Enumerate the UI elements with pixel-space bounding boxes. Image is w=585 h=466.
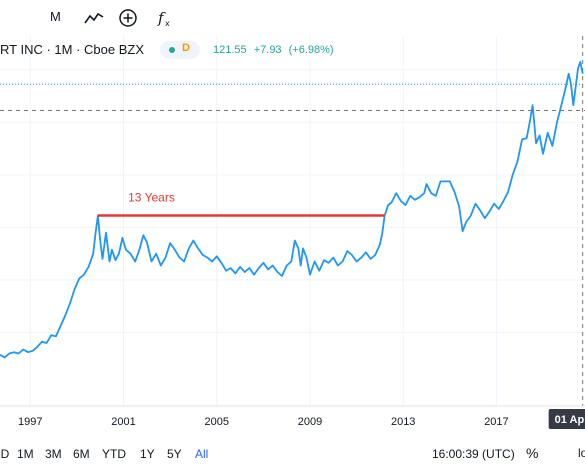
x-tick-label: 1997 (18, 416, 42, 428)
x-tick-label: 2009 (298, 416, 322, 428)
annotation-label: 13 Years (128, 191, 175, 205)
range-ytd-button[interactable]: YTD (102, 447, 126, 461)
crosshair-date-label: 01 Apr '20 (548, 409, 585, 429)
price-chart[interactable]: 13 Years 1997 2001 2005 2009 2013 2017 01 Apr… (0, 0, 585, 440)
x-tick-label: 2017 (484, 416, 508, 428)
range-all-button[interactable]: All (195, 447, 209, 461)
chart-grid (0, 36, 585, 406)
x-tick-label: 2001 (111, 416, 135, 428)
function-icon[interactable]: f x (152, 6, 176, 30)
svg-text:x: x (165, 19, 170, 28)
top-toolbar: M f x (0, 0, 585, 36)
x-axis: 1997 2001 2005 2009 2013 2017 (0, 405, 585, 428)
market-open-dot (169, 47, 175, 53)
bottom-toolbar: 1D 1M 3M 6M YTD 1Y 5Y All 16:00:39 (UTC)… (0, 440, 585, 466)
compare-chart-icon[interactable] (82, 6, 106, 30)
market-status-badge[interactable]: D (160, 41, 200, 59)
price-change-percent: (+6.98%) (288, 44, 334, 56)
last-price: 121.55 (213, 44, 247, 56)
log-scale-button[interactable]: lo (578, 446, 585, 460)
range-5y-button[interactable]: 5Y (167, 447, 182, 461)
delayed-badge-letter: D (182, 42, 190, 54)
x-tick-label: 2005 (205, 416, 229, 428)
price-change: +7.93 (253, 44, 282, 56)
price-quote: 121.55 +7.93 (+6.98%) (213, 44, 338, 56)
range-1d-button[interactable]: 1D (0, 447, 9, 461)
svg-text:f: f (157, 9, 166, 27)
percent-scale-button[interactable]: % (526, 445, 539, 461)
range-6m-button[interactable]: 6M (73, 447, 90, 461)
interval-button[interactable]: M (50, 9, 61, 24)
date-label-text: 01 Apr '20 (555, 414, 585, 426)
series-line (0, 61, 584, 359)
legend-row: RT INC · 1M · Cboe BZX D 121.55 +7.93 (+… (0, 40, 585, 60)
range-1y-button[interactable]: 1Y (140, 447, 155, 461)
range-1m-button[interactable]: 1M (17, 447, 34, 461)
add-indicator-icon[interactable] (116, 6, 140, 30)
x-tick-label: 2013 (391, 416, 415, 428)
range-3m-button[interactable]: 3M (45, 447, 62, 461)
symbol-title[interactable]: RT INC · 1M · Cboe BZX (0, 42, 144, 57)
utc-clock[interactable]: 16:00:39 (UTC) (432, 447, 515, 461)
